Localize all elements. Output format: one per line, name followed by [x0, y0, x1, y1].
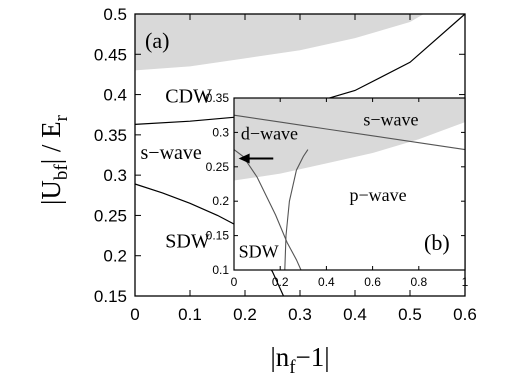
main-y-tick-label: 0.5	[103, 5, 127, 24]
main-y-tick-label: 0.3	[103, 166, 127, 185]
inset-panel: 0 0.2 0.4 0.6 0.8 1 0.1 0.15 0.2 0.25 0.3 0.35 s−wa…	[206, 91, 469, 289]
inset-region-label: s−wave	[363, 110, 418, 130]
inset-x-tick-label: 0.8	[410, 275, 427, 289]
inset-x-tick-label: 0.2	[272, 275, 289, 289]
svg-text:|nf−1|: |nf−1|	[270, 342, 329, 378]
inset-region-label: SDW	[239, 242, 279, 262]
inset-y-tick-label: 0.35	[206, 91, 230, 105]
main-y-tick-label: 0.4	[103, 86, 127, 105]
inset-boundary-line-2	[284, 149, 309, 271]
main-region-label: s−wave	[141, 142, 202, 164]
main-x-tick-label: 0.2	[233, 305, 257, 324]
inset-y-tick-label: 0.1	[212, 263, 229, 277]
main-x-tick-label: 0.3	[288, 305, 312, 324]
inset-boundary-line-0	[233, 114, 466, 151]
main-panel-label: (a)	[145, 28, 169, 53]
main-region-label: CDW	[165, 86, 212, 108]
inset-y-tick-label: 0.2	[212, 194, 229, 208]
inset-x-tick-label: 0	[231, 275, 238, 289]
inset-region-label: d−wave	[241, 123, 298, 143]
inset-panel-label: (b)	[424, 230, 450, 255]
main-y-tick-label: 0.25	[94, 206, 127, 225]
main-y-tick-label: 0.45	[94, 45, 127, 64]
main-y-tick-label: 0.2	[103, 247, 127, 266]
main-x-tick-label: 0.6	[453, 305, 477, 324]
inset-y-tick-label: 0.3	[212, 125, 229, 139]
main-y-tick-label: 0.15	[94, 287, 127, 306]
svg-text:|Ubf| / Er: |Ubf| / Er	[36, 114, 72, 205]
inset-arrow-head	[238, 153, 250, 164]
main-panel: 0 0.1 0.2 0.3 0.4 0.5 0.60.150.20.250.30.350.4…	[94, 5, 477, 324]
inset-x-tick-label: 0.6	[364, 275, 381, 289]
inset-region-label: p−wave	[350, 185, 407, 205]
main-y-tick-label: 0.35	[94, 126, 127, 145]
main-x-tick-label: 0.1	[178, 305, 202, 324]
inset-plot-frame	[233, 97, 466, 271]
inset-y-tick-label: 0.25	[206, 160, 230, 174]
main-region-label: SDW	[165, 231, 210, 253]
main-x-tick-label: 0.5	[398, 305, 422, 324]
main-x-tick-label: 0.4	[343, 305, 367, 324]
y-axis-title: |Ubf| / Er	[36, 114, 72, 205]
inset-shaded-region	[234, 98, 465, 181]
main-x-tick-label: 0	[130, 305, 139, 324]
inset-y-tick-label: 0.15	[206, 229, 230, 243]
main-shaded-region	[135, 14, 465, 71]
inset-x-tick-label: 0.4	[318, 275, 335, 289]
x-axis-title: |nf−1|	[270, 342, 329, 378]
inset-x-tick-label: 1	[462, 275, 469, 289]
